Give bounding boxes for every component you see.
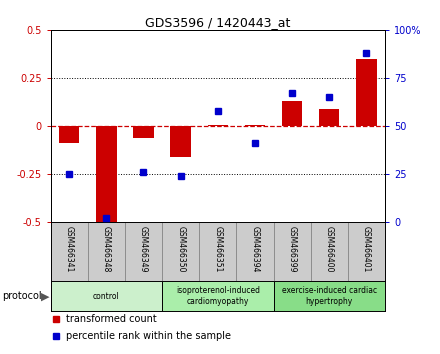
Text: protocol: protocol <box>2 291 42 301</box>
Text: GSM466350: GSM466350 <box>176 227 185 273</box>
Bar <box>282 101 302 126</box>
Text: ▶: ▶ <box>41 291 49 301</box>
Bar <box>208 125 228 126</box>
Bar <box>162 281 274 311</box>
Text: GSM466394: GSM466394 <box>250 227 260 273</box>
Bar <box>51 281 162 311</box>
Bar <box>162 222 199 281</box>
Bar <box>348 222 385 281</box>
Text: control: control <box>93 292 120 301</box>
Text: GSM466349: GSM466349 <box>139 227 148 273</box>
Bar <box>236 222 274 281</box>
Bar <box>59 126 79 143</box>
Bar <box>274 281 385 311</box>
Bar <box>170 126 191 156</box>
Bar <box>51 222 88 281</box>
Bar <box>356 59 377 126</box>
Bar <box>96 126 117 222</box>
Text: GSM466399: GSM466399 <box>288 227 297 273</box>
Text: GSM466341: GSM466341 <box>65 227 73 273</box>
Text: GSM466348: GSM466348 <box>102 227 111 273</box>
Text: percentile rank within the sample: percentile rank within the sample <box>66 331 231 341</box>
Text: exercise-induced cardiac
hypertrophy: exercise-induced cardiac hypertrophy <box>282 286 377 306</box>
Bar <box>125 222 162 281</box>
Text: GSM466351: GSM466351 <box>213 227 222 273</box>
Bar <box>274 222 311 281</box>
Bar <box>311 222 348 281</box>
Text: transformed count: transformed count <box>66 314 156 324</box>
Bar <box>319 109 340 126</box>
Text: GSM466401: GSM466401 <box>362 227 371 273</box>
Title: GDS3596 / 1420443_at: GDS3596 / 1420443_at <box>145 16 290 29</box>
Bar <box>245 125 265 126</box>
Text: GSM466400: GSM466400 <box>325 227 334 273</box>
Bar <box>88 222 125 281</box>
Bar <box>199 222 236 281</box>
Bar <box>133 126 154 138</box>
Text: isoproterenol-induced
cardiomyopathy: isoproterenol-induced cardiomyopathy <box>176 286 260 306</box>
